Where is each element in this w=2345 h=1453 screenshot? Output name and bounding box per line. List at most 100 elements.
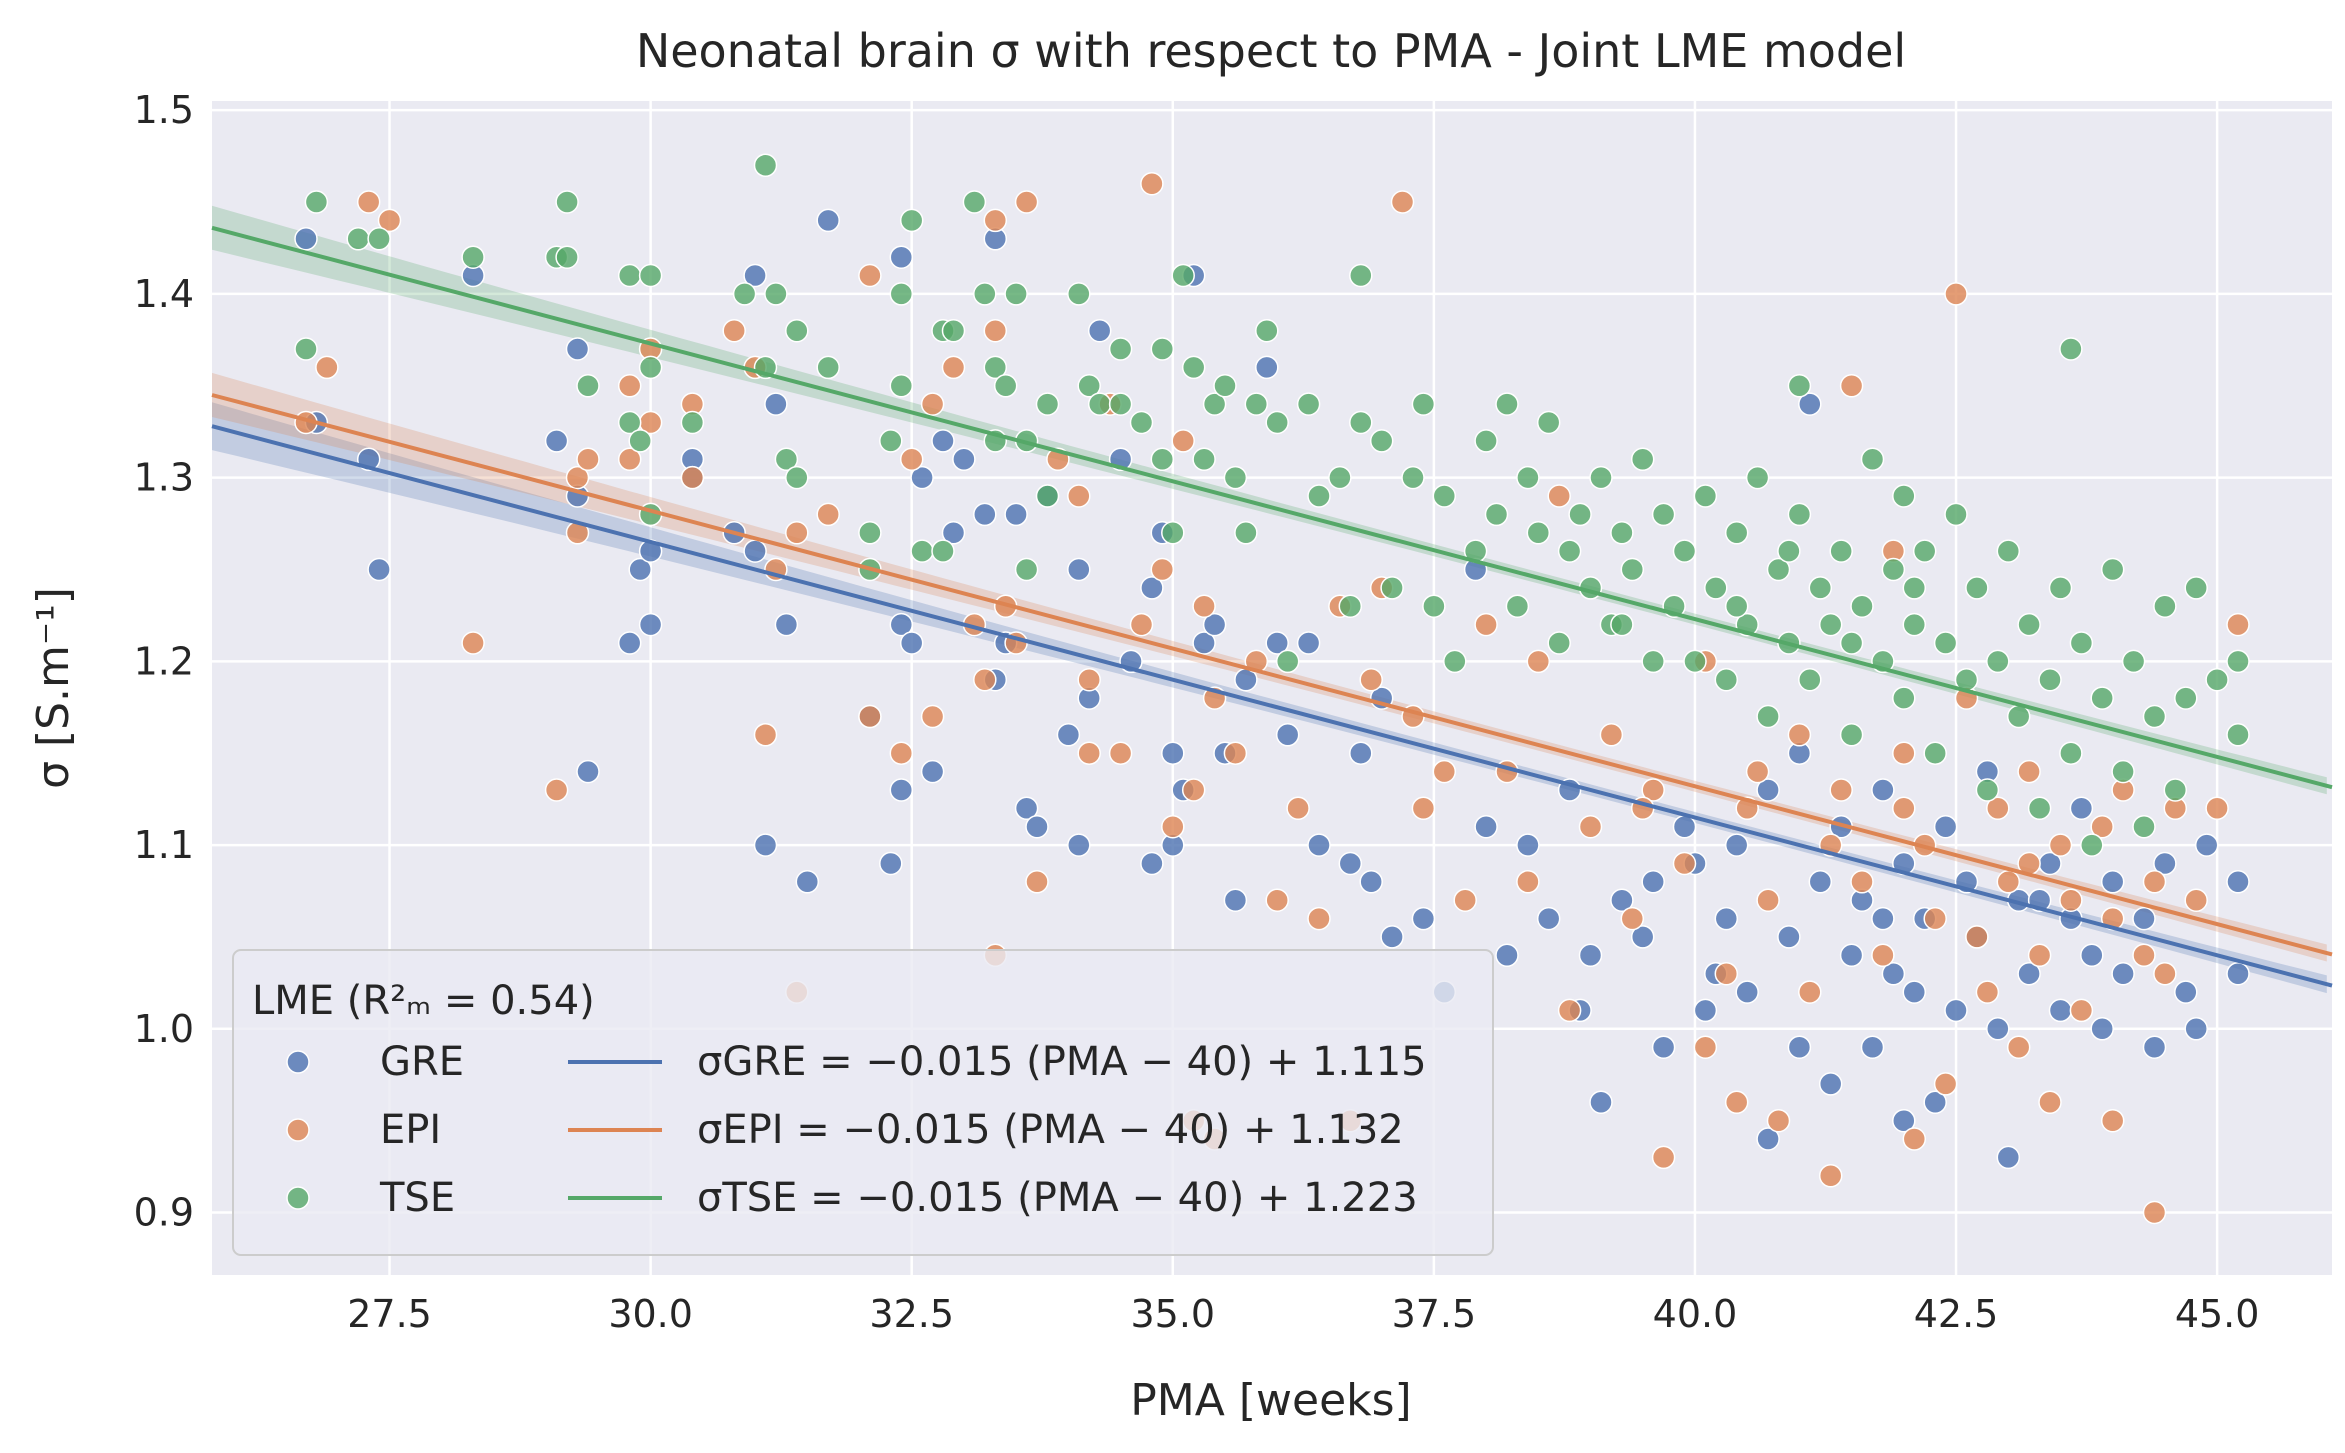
data-point-epi [1286, 796, 1310, 821]
data-point-gre [1589, 1090, 1613, 1115]
data-point-gre [1296, 631, 1321, 655]
data-point-epi [1161, 814, 1185, 839]
data-point-tse [1839, 723, 1864, 747]
data-point-tse [1892, 484, 1916, 508]
data-point-gre [544, 429, 569, 453]
data-point-tse [2080, 833, 2104, 857]
data-point-tse [555, 245, 579, 269]
data-point-epi [1829, 778, 1853, 802]
data-point-epi [2069, 998, 2094, 1023]
data-point-epi [2226, 612, 2250, 637]
data-point-tse [1338, 594, 1363, 618]
data-point-epi [1516, 870, 1540, 894]
data-point-epi [1975, 980, 2000, 1004]
data-point-tse [1328, 465, 1352, 490]
legend-marker-gre [286, 1050, 310, 1074]
y-tick-labels: 0.9 1.0 1.1 1.2 1.3 1.4 1.5 [134, 88, 194, 1234]
data-point-tse [1996, 539, 2021, 563]
data-point-tse [1087, 392, 1112, 416]
data-point-epi [1014, 190, 1039, 214]
data-point-gre [1986, 1017, 2010, 1041]
legend-title: LME (R²ₘ = 0.54) [252, 978, 595, 1024]
data-point-gre [1818, 1072, 1843, 1096]
data-point-tse [931, 539, 955, 563]
data-point-epi [1265, 888, 1289, 912]
y-tick-label: 1.0 [134, 1007, 194, 1051]
data-point-gre [1892, 1108, 1916, 1133]
legend-marker-tse [286, 1186, 310, 1210]
data-point-tse [1724, 521, 1749, 545]
data-point-gre [774, 612, 799, 637]
data-point-tse [367, 227, 391, 251]
data-point-epi [1651, 1145, 1676, 1170]
data-point-epi [1192, 594, 1216, 618]
data-point-gre [889, 612, 914, 637]
data-point-tse [1589, 465, 1613, 490]
legend-box [232, 949, 1494, 1256]
data-point-epi [1578, 814, 1603, 839]
data-point-gre [795, 870, 820, 894]
data-point-tse [1933, 631, 1958, 655]
data-point-gre [1349, 741, 1373, 765]
data-point-tse [1108, 337, 1133, 361]
data-point-epi [1557, 998, 1582, 1023]
data-point-tse [576, 374, 600, 398]
data-point-tse [2163, 778, 2188, 802]
data-point-tse [1432, 484, 1457, 508]
data-point-tse [2006, 704, 2031, 729]
data-point-epi [315, 355, 339, 380]
data-point-tse [680, 410, 705, 435]
data-point-gre [931, 429, 955, 453]
data-point-gre [1756, 778, 1780, 802]
data-point-gre [2174, 980, 2198, 1004]
data-point-tse [1150, 447, 1175, 472]
data-point-tse [1077, 374, 1101, 398]
data-point-epi [1150, 557, 1175, 582]
data-point-epi [1223, 741, 1248, 765]
data-point-gre [2111, 961, 2135, 986]
data-point-tse [1307, 484, 1331, 508]
data-point-tse [785, 318, 809, 343]
data-point-tse [2142, 704, 2167, 729]
data-point-epi [1025, 870, 1049, 894]
data-point-tse [617, 263, 642, 288]
y-tick-label: 0.9 [134, 1191, 194, 1235]
data-point-tse [993, 374, 1018, 398]
data-point-tse [1975, 778, 2000, 802]
data-point-gre [1630, 925, 1655, 949]
data-point-epi [973, 667, 997, 692]
data-point-tse [1787, 502, 1812, 527]
chart-title: Neonatal brain σ with respect to PMA - J… [636, 24, 1906, 78]
data-point-epi [785, 521, 809, 545]
data-point-epi [1839, 374, 1864, 398]
data-point-gre [367, 557, 391, 582]
data-point-gre [638, 612, 663, 637]
y-tick-label: 1.4 [134, 272, 194, 316]
data-point-tse [1369, 429, 1394, 453]
data-point-gre [1338, 851, 1363, 876]
data-point-tse [1213, 374, 1237, 398]
data-point-tse [1756, 704, 1780, 729]
data-point-epi [1453, 888, 1477, 912]
data-point-tse [1630, 447, 1655, 472]
data-point-tse [1349, 410, 1373, 435]
data-point-tse [1902, 576, 1927, 600]
legend-label-tse: TSE [379, 1175, 455, 1221]
data-point-epi [858, 704, 882, 729]
data-point-epi [753, 723, 778, 747]
data-point-epi [920, 392, 945, 416]
y-tick-label: 1.2 [134, 639, 194, 683]
data-point-epi [1307, 906, 1331, 931]
data-point-epi [1129, 612, 1154, 637]
data-point-epi [1923, 906, 1947, 931]
data-point-epi [1933, 1072, 1958, 1096]
data-point-tse [2184, 576, 2208, 600]
data-point-epi [1620, 906, 1645, 931]
data-points [294, 153, 2250, 1225]
data-point-epi [1067, 484, 1091, 508]
data-point-gre [1839, 943, 1864, 968]
data-point-tse [294, 337, 318, 361]
data-point-epi [858, 263, 882, 288]
data-point-epi [2017, 759, 2041, 784]
data-point-tse [1536, 410, 1561, 435]
